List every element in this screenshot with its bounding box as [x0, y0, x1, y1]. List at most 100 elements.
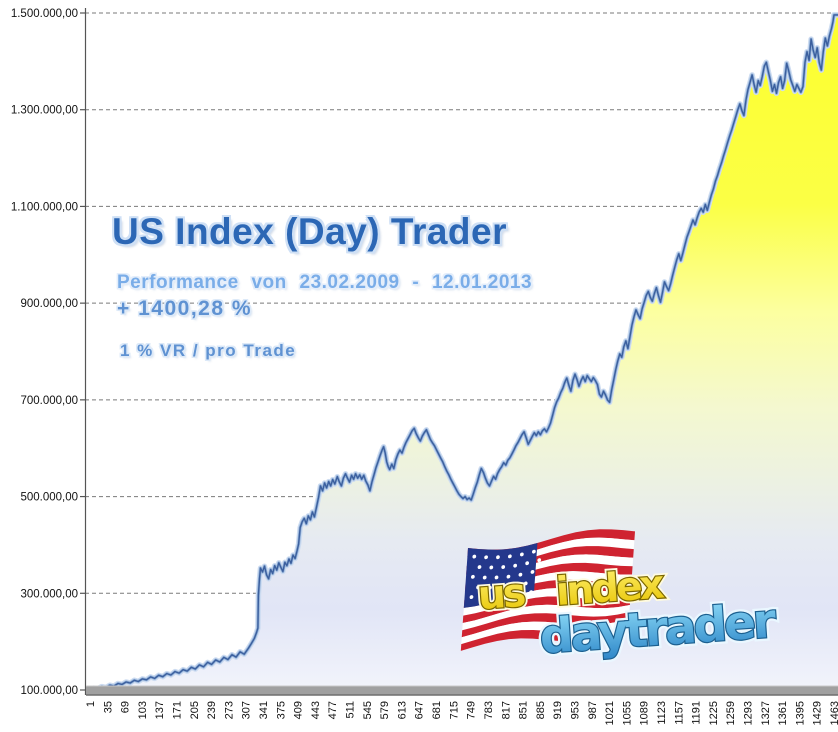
- flag-star: [529, 590, 533, 595]
- flag-star: [496, 555, 500, 560]
- x-tick-label: 817: [500, 701, 512, 719]
- performance-value: + 1400,28 %: [117, 297, 253, 320]
- x-tick-label: 1429: [812, 701, 824, 725]
- x-tick-label: 1123: [656, 701, 668, 725]
- us-flag-icon: [460, 529, 636, 651]
- x-tick-label: 69: [120, 701, 132, 713]
- logo-text-us: us: [477, 571, 527, 619]
- x-tick-label: 681: [431, 701, 443, 719]
- flag-star: [494, 575, 499, 580]
- x-tick-label: 1: [85, 701, 97, 707]
- flag-stripe: [462, 596, 631, 624]
- y-tick-label: 900.000,00: [20, 298, 78, 310]
- y-tick-label: 500.000,00: [20, 492, 78, 504]
- flag-star: [484, 555, 489, 560]
- flag-stripe: [462, 604, 630, 631]
- equity-area: [90, 14, 838, 690]
- x-tick-label: 1225: [708, 701, 720, 725]
- flag-star: [519, 552, 524, 557]
- flag-stripe: [464, 571, 632, 600]
- y-tick-label: 700.000,00: [20, 395, 78, 407]
- x-tick-label: 1021: [604, 701, 616, 725]
- flag-star: [505, 594, 509, 599]
- y-tick-label: 300.000,00: [20, 588, 78, 600]
- logo-text-us-halo: us: [477, 571, 527, 619]
- x-tick-label: 545: [362, 701, 374, 719]
- flag-star: [530, 569, 535, 574]
- flag-star: [513, 563, 518, 568]
- logo-text-index: index: [555, 563, 666, 615]
- risk-note: 1 % VR / pro Trade: [120, 341, 297, 360]
- x-tick-label: 35: [102, 701, 114, 713]
- flag-star: [469, 595, 474, 600]
- x-tick-label: 1327: [760, 701, 772, 725]
- flag-star: [481, 595, 486, 600]
- x-tick-label: 341: [258, 701, 270, 719]
- y-tick-label: 1.100.000,00: [11, 201, 78, 213]
- logo-us-index-daytrader: us us index index daytrader daytrader: [460, 529, 782, 668]
- x-tick-label: 375: [275, 701, 287, 719]
- flag-star: [488, 585, 492, 590]
- logo-text-index-halo: index: [555, 563, 666, 615]
- x-tick-label: 1395: [794, 701, 806, 725]
- x-tick-label: 579: [379, 701, 391, 719]
- flag-star: [531, 549, 536, 554]
- x-tick-label: 511: [345, 701, 357, 719]
- flag-star: [518, 572, 523, 577]
- flag-star: [476, 585, 480, 590]
- flag-star: [517, 592, 521, 597]
- x-tick-label: 171: [172, 701, 184, 719]
- y-axis-ticks: [80, 12, 85, 691]
- x-tick-label: 1089: [639, 701, 651, 725]
- flag-star: [501, 565, 506, 569]
- x-tick-label: 307: [241, 701, 253, 719]
- x-tick-label: 953: [569, 701, 581, 719]
- flag-stripe: [461, 612, 630, 638]
- x-tick-label: 1293: [742, 701, 754, 725]
- flag-star: [470, 574, 475, 579]
- x-tick-label: 715: [448, 701, 460, 719]
- x-tick-label: 409: [293, 701, 305, 719]
- x-tick-label: 1361: [777, 701, 789, 725]
- x-tick-label: 1191: [691, 701, 703, 725]
- y-tick-label: 1.500.000,00: [11, 8, 78, 20]
- flag-star: [507, 554, 512, 559]
- x-tick-label: 477: [327, 701, 339, 719]
- flag-star: [499, 585, 504, 590]
- flag-stripe: [460, 625, 629, 651]
- x-tick-label: 987: [587, 701, 599, 719]
- x-tick-label: 443: [310, 701, 322, 719]
- flag-canton: [463, 543, 538, 608]
- flag-star: [477, 565, 482, 570]
- flag-star: [523, 581, 528, 586]
- x-tick-label: 239: [206, 701, 218, 719]
- flag-stripe: [463, 579, 632, 608]
- x-tick-label: 1259: [725, 701, 737, 725]
- x-tick-label: 647: [414, 701, 426, 719]
- x-tick-label: 273: [223, 701, 235, 719]
- y-tick-label: 1.300.000,00: [11, 105, 78, 117]
- logo-text-daytrader-halo: daytrader: [538, 594, 779, 665]
- x-tick-label: 919: [552, 701, 564, 719]
- x-tick-label: 1463: [829, 701, 838, 725]
- x-tick-label: 851: [518, 701, 530, 719]
- x-tick-label: 749: [466, 701, 478, 719]
- flag-star: [537, 558, 542, 563]
- y-axis-labels: 100.000,00 300.000,00 500.000,00 700.000,00…: [11, 8, 78, 697]
- x-tick-label: 205: [189, 701, 201, 719]
- x-tick-label: 613: [396, 701, 408, 719]
- flag-star: [535, 578, 540, 583]
- x-tick-label: 137: [154, 701, 166, 719]
- x-axis-base-band: [86, 686, 838, 695]
- flag-star: [511, 583, 516, 588]
- flag-star: [489, 565, 494, 570]
- chart-title: US Index (Day) Trader: [112, 211, 508, 252]
- x-tick-label: 783: [483, 701, 495, 719]
- flag-star: [472, 554, 477, 559]
- flag-star: [525, 561, 530, 566]
- flag-star: [482, 575, 487, 580]
- x-axis-labels: 1 35 69 103 137 171 205 239 273 307 341 375 409 443 47…: [85, 701, 838, 725]
- y-tick-label: 100.000,00: [20, 685, 78, 697]
